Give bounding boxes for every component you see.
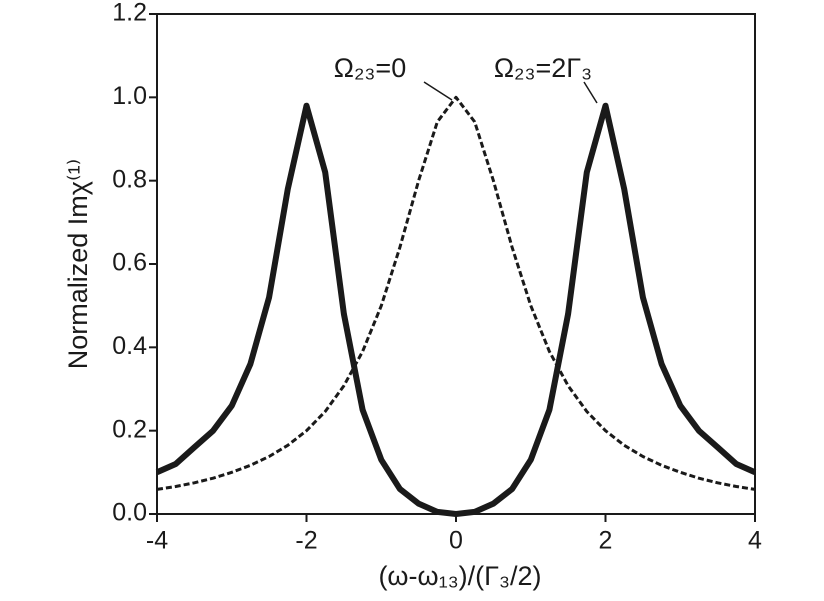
y-tick-label: 0.4 [112, 332, 147, 360]
x-tick-label: 0 [449, 527, 463, 555]
x-tick-label: -4 [146, 527, 168, 555]
series-annotation: Ω₂₃=2Γ₃ [494, 53, 592, 83]
plot-frame [156, 13, 756, 515]
y-tick-label: 1.2 [112, 0, 147, 27]
y-axis-label: Normalized Imχ⁽¹⁾ [63, 159, 93, 369]
y-tick-label: 0.8 [112, 165, 147, 193]
series-annotation: Ω₂₃=0 [334, 53, 406, 83]
y-tick-label: 0.2 [112, 415, 147, 443]
series-line [155, 102, 757, 517]
y-tick-label: 0.6 [112, 249, 147, 277]
x-tick-label: -2 [295, 527, 317, 555]
y-tick-label: 0.0 [112, 499, 147, 527]
x-axis-label: (ω-ω₁₃)/(Γ₃/2) [378, 561, 541, 591]
x-tick-label: 2 [599, 527, 613, 555]
x-tick-label: 4 [748, 527, 762, 555]
annotation-leader [583, 81, 598, 104]
y-tick-label: 1.0 [112, 82, 147, 110]
series-line [156, 95, 756, 491]
annotation-leader [423, 81, 453, 101]
